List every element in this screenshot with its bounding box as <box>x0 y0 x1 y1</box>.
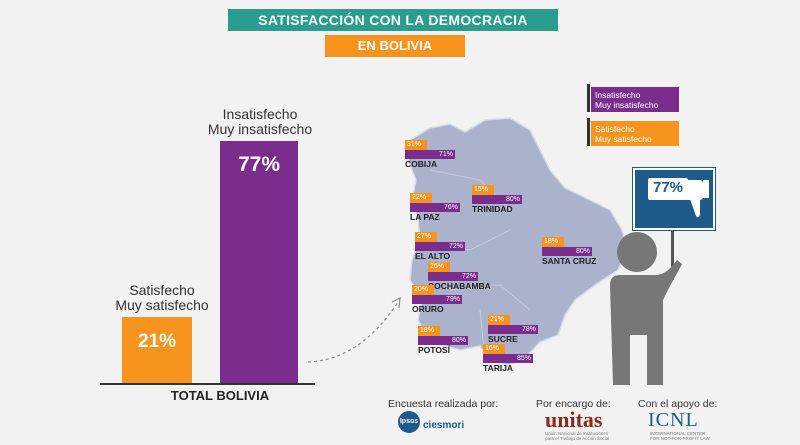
region-dissatisfied-pct: 78% <box>488 325 538 334</box>
region-satisfied-pct: 26% <box>428 262 450 272</box>
region-name: POTOSÍ <box>418 345 450 355</box>
bar-dissatisfied-label-line2: Muy insatisfecho <box>207 121 313 137</box>
ciesmori-logo: ciesmori <box>423 420 465 431</box>
region-dissatisfied-pct: 76% <box>410 203 460 212</box>
survey-label: Encuesta realizada por: <box>388 398 499 410</box>
region-satisfied-pct: 18% <box>542 237 564 247</box>
bar-satisfied-value: 21% <box>137 331 177 352</box>
region-name: ORURO <box>412 304 444 314</box>
region-dissatisfied-pct: 80% <box>418 336 468 345</box>
region-potos-: 18% 80% POTOSÍ <box>418 326 468 355</box>
icnl-logo: ICNL <box>648 409 699 431</box>
legend-marker-dissatisfied <box>587 84 590 112</box>
chart-baseline <box>100 383 315 385</box>
region-name: TARIJA <box>483 363 514 373</box>
person-head <box>617 232 657 272</box>
support-label: Con el apoyo de: <box>638 398 718 410</box>
region-cobija: 31% 71% COBIJA <box>405 140 455 169</box>
commission-label: Por encargo de: <box>536 398 611 410</box>
ipsos-logo: Ipsos <box>398 411 420 433</box>
region-la-paz: 22% 76% LA PAZ <box>410 193 460 222</box>
thumbs-down-icon <box>685 180 709 218</box>
sign-value: 77% <box>652 179 684 196</box>
icnl-sub2: FOR NOT-FOR-PROFIT LAW <box>650 436 710 441</box>
region-trinidad: 15% 80% TRINIDAD <box>472 185 522 214</box>
region-satisfied-pct: 22% <box>410 193 432 203</box>
region-dissatisfied-pct: 72% <box>428 272 478 281</box>
region-el-alto: 27% 72% EL ALTO <box>415 232 465 261</box>
bar-chart: Satisfecho Muy satisfecho 21% Insatisfec… <box>100 107 320 403</box>
page-title: SATISFACCIÓN CON LA DEMOCRACIA <box>228 9 558 31</box>
region-oruro: 20% 79% ORURO <box>412 285 462 314</box>
region-dissatisfied-pct: 80% <box>542 247 592 256</box>
page-subtitle: EN BOLIVIA <box>325 35 465 57</box>
region-satisfied-pct: 27% <box>415 232 437 242</box>
legend-satisfied-line1: Satisfecho <box>595 124 635 134</box>
legend-dissatisfied-line1: Insatisfecho <box>595 90 641 100</box>
region-satisfied-pct: 18% <box>418 326 440 336</box>
bolivia-map <box>407 117 629 366</box>
bar-satisfied-label-line1: Satisfecho <box>129 282 195 298</box>
region-name: COBIJA <box>405 159 438 169</box>
region-tarija: 16% 85% TARIJA <box>483 344 533 373</box>
unitas-logo: unitas <box>545 407 603 432</box>
bar-satisfied-label-line2: Muy satisfecho <box>115 297 209 313</box>
region-name: EL ALTO <box>415 251 451 261</box>
legend-item-dissatisfied: Insatisfecho Muy insatisfecho <box>591 87 679 112</box>
region-cochabamba: 26% 72% COCHABAMBA <box>428 262 491 291</box>
chart-xlabel: TOTAL BOLIVIA <box>170 388 270 403</box>
icnl-sub1: INTERNATIONAL CENTER <box>650 431 706 436</box>
region-name: COCHABAMBA <box>428 281 491 291</box>
legend-satisfied-line2: Muy satisfecho <box>595 134 652 144</box>
unitas-sub2: para el Trabajo de Acción Social <box>545 436 610 441</box>
bar-dissatisfied: Insatisfecho Muy insatisfecho 77% <box>208 107 312 383</box>
region-satisfied-pct: 16% <box>483 344 505 354</box>
region-dissatisfied-pct: 71% <box>405 150 455 159</box>
bar-dissatisfied-value: 77% <box>237 153 281 176</box>
region-satisfied-pct: 20% <box>412 285 434 295</box>
region-sucre: 21% 78% SUCRE <box>488 315 538 344</box>
region-satisfied-pct: 31% <box>405 140 427 150</box>
legend-dissatisfied-line2: Muy insatisfecho <box>595 100 659 110</box>
unitas-sub1: Unión Nacional de Instituciones <box>545 431 609 436</box>
legend-item-satisfied: Satisfecho Muy satisfecho <box>591 121 679 146</box>
bar-satisfied: Satisfecho Muy satisfecho 21% <box>115 283 209 383</box>
region-name: LA PAZ <box>410 212 440 222</box>
legend-marker-satisfied <box>587 118 590 146</box>
region-santa-cruz: 18% 80% SANTA CRUZ <box>542 237 596 266</box>
ipsos-logo-text: Ipsos <box>399 418 419 425</box>
region-name: SUCRE <box>488 334 518 344</box>
dashed-arrow <box>307 296 401 363</box>
region-dissatisfied-pct: 79% <box>412 295 462 304</box>
region-satisfied-pct: 15% <box>472 185 494 195</box>
bar-dissatisfied-label-line1: Insatisfecho <box>222 106 298 122</box>
region-dissatisfied-pct: 80% <box>472 195 522 204</box>
person-figure <box>610 230 682 385</box>
region-dissatisfied-pct: 72% <box>415 242 465 251</box>
region-name: SANTA CRUZ <box>542 256 597 266</box>
region-dissatisfied-pct: 85% <box>483 354 533 363</box>
region-name: TRINIDAD <box>472 204 513 214</box>
sign-value-box <box>648 178 688 200</box>
region-satisfied-pct: 21% <box>488 315 510 325</box>
